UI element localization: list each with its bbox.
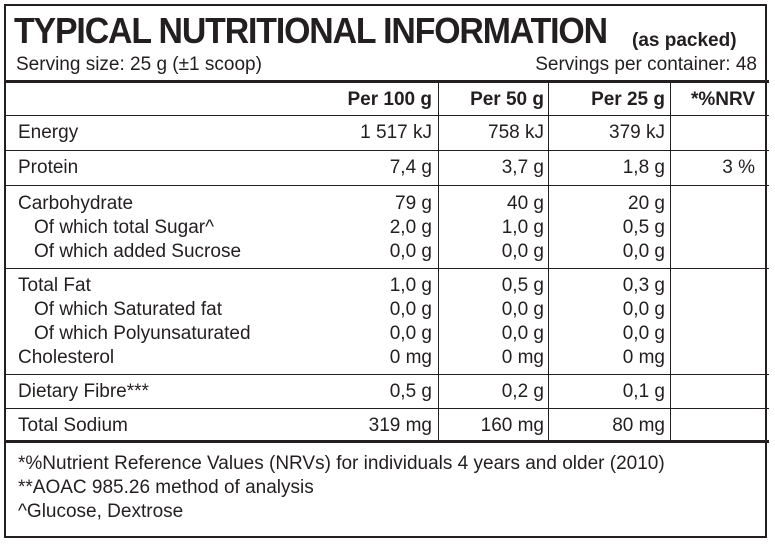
value-per-100g: 1,0 g [389,275,432,296]
rule-carb [6,268,769,269]
value-per-50g: 0,0 g [501,323,544,344]
value-per-50g: 758 kJ [488,122,544,143]
value-per-100g: 1 517 kJ [360,122,432,143]
footnote-aoac: **AOAC 985.26 method of analysis [18,477,314,498]
col-divider-3 [670,83,671,440]
row-label: Of which Polyunsaturated [34,323,251,344]
value-per-100g: 319 mg [368,415,432,436]
value-nrv: 3 % [722,157,755,178]
row-label: Of which Saturated fat [34,299,222,320]
value-per-50g: 0,2 g [501,381,544,402]
value-per-100g: 0,5 g [389,381,432,402]
row-label: Protein [18,157,79,178]
value-per-100g: 0 mg [389,347,432,368]
servings-per-container: Servings per container: 48 [535,54,757,75]
value-per-50g: 0,0 g [501,299,544,320]
col-divider-1 [438,83,439,440]
col-divider-2 [548,83,549,440]
rule-fat [6,374,769,375]
value-per-100g: 0,0 g [389,299,432,320]
value-per-50g: 40 g [507,193,544,214]
value-per-100g: 2,0 g [389,217,432,238]
row-label: Total Fat [18,275,91,296]
rule-top [6,80,769,83]
rule-protein [6,185,769,186]
serving-size: Serving size: 25 g (±1 scoop) [16,54,262,75]
value-per-25g: 0,0 g [622,323,665,344]
row-label: Energy [18,122,79,143]
value-per-25g: 0,5 g [622,217,665,238]
value-per-25g: 1,8 g [622,157,665,178]
value-per-25g: 20 g [628,193,665,214]
rule-sodium [6,440,769,443]
value-per-50g: 0,5 g [501,275,544,296]
value-per-25g: 0,1 g [622,381,665,402]
value-per-25g: 0 mg [622,347,665,368]
rule-energy [6,150,769,151]
header-per-100g: Per 100 g [347,89,433,110]
row-label: Total Sodium [18,415,128,436]
value-per-25g: 0,0 g [622,299,665,320]
value-per-25g: 0,0 g [622,241,665,262]
value-per-50g: 1,0 g [501,217,544,238]
value-per-100g: 7,4 g [389,157,432,178]
row-label: Carbohydrate [18,193,134,214]
value-per-50g: 160 mg [480,415,544,436]
rule-fibre [6,408,769,409]
value-per-100g: 0,0 g [389,241,432,262]
rule-header [6,115,769,116]
value-per-25g: 0,3 g [622,275,665,296]
header-per-25g: Per 25 g [591,89,665,110]
header-nrv: *%NRV [690,89,755,110]
row-label: Of which added Sucrose [34,241,242,262]
value-per-100g: 79 g [395,193,432,214]
row-label: Dietary Fibre*** [18,381,149,402]
nutrition-panel [4,4,767,538]
value-per-50g: 3,7 g [501,157,544,178]
footnote-glucose: ^Glucose, Dextrose [18,501,184,522]
title-suffix: (as packed) [632,30,737,51]
value-per-50g: 0,0 g [501,241,544,262]
table-title: TYPICAL NUTRITIONAL INFORMATION [14,10,608,51]
value-per-50g: 0 mg [501,347,544,368]
header-per-50g: Per 50 g [470,89,544,110]
row-label: Of which total Sugar^ [34,217,214,238]
footnote-nrv: *%Nutrient Reference Values (NRVs) for i… [18,453,665,474]
value-per-100g: 0,0 g [389,323,432,344]
value-per-25g: 379 kJ [609,122,665,143]
row-label: Cholesterol [18,347,115,368]
value-per-25g: 80 mg [612,415,665,436]
title-row: TYPICAL NUTRITIONAL INFORMATION [14,10,645,52]
